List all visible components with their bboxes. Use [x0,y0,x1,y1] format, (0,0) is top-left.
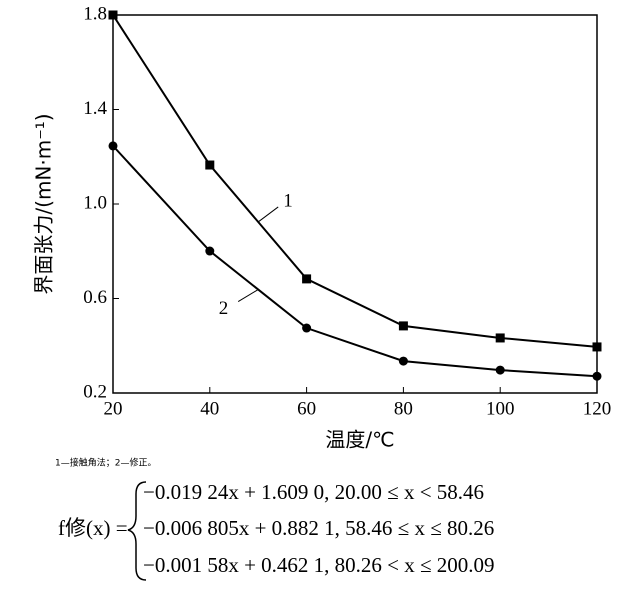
marker [495,333,505,343]
y-tick-label: 0.6 [83,287,107,308]
x-tick-label: 40 [200,398,219,419]
marker [108,141,118,151]
formula-lhs: f修(x) = [58,516,128,540]
marker [495,365,505,375]
series-line [112,145,598,378]
marker [592,342,602,352]
caption: 1—接触角法；2—修正。 [55,457,156,469]
x-tick-label: 100 [486,398,515,419]
marker [302,274,312,284]
series-label: 2 [219,298,229,319]
plot-frame [112,14,598,394]
formula-case: −0.019 24x + 1.609 0, 20.00 ≤ x < 58.46 [143,480,484,504]
y-tick-label: 0.2 [83,381,107,402]
marker [592,371,602,381]
series-line [112,14,598,348]
y-tick-label: 1.8 [83,3,107,24]
marker [398,321,408,331]
formula-case: −0.001 58x + 0.462 1, 80.26 < x ≤ 200.09 [143,553,495,577]
y-tick-label: 1.4 [83,98,107,119]
brace [127,481,147,581]
y-tick-label: 1.0 [83,192,107,213]
x-tick-label: 120 [583,398,612,419]
marker [302,323,312,333]
leader-line [257,206,279,223]
marker [205,246,215,256]
x-tick-label: 20 [104,398,123,419]
x-axis-label: 温度/℃ [325,428,394,452]
marker [205,160,215,170]
y-axis-label: 界面张力/(mN·m⁻¹) [32,113,56,294]
x-tick-label: 80 [394,398,413,419]
marker [398,356,408,366]
series-label: 1 [283,190,293,211]
formula-case: −0.006 805x + 0.882 1, 58.46 ≤ x ≤ 80.26 [143,516,494,540]
x-tick-label: 60 [297,398,316,419]
marker [108,10,118,20]
leader-line [237,289,259,302]
